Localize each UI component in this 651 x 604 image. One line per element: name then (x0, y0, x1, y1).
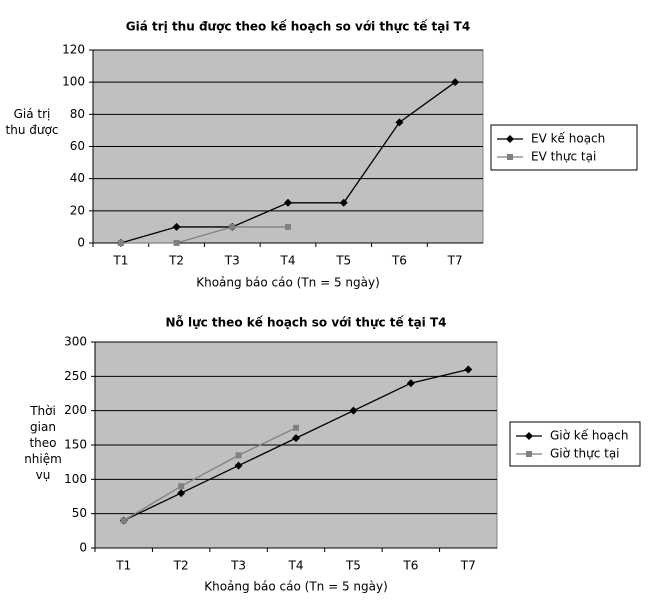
y-tick-label: 100 (64, 472, 87, 486)
x-tick-label: T4 (288, 559, 304, 573)
marker (177, 489, 186, 498)
y-tick-label: 150 (64, 438, 87, 452)
x-tick-label: T1 (112, 254, 128, 268)
series-line (123, 427, 297, 522)
x-tick-label: T6 (402, 559, 418, 573)
marker (349, 406, 358, 415)
y-tick-label: 120 (62, 43, 85, 57)
marker (120, 517, 127, 524)
legend-label: Giờ kế hoạch (550, 429, 628, 443)
x-tick-label: T5 (345, 559, 361, 573)
x-tick-label: T7 (447, 254, 463, 268)
y-tick-label: 200 (64, 403, 87, 417)
marker (117, 240, 124, 246)
x-axis-label: Khoảng báo cáo (Tn = 5 ngày) (204, 580, 388, 594)
chart-title: Giá trị thu được theo kế hoạch so với th… (126, 20, 470, 34)
marker (339, 198, 348, 207)
y-tick-label: 40 (70, 171, 85, 185)
marker (506, 135, 514, 143)
x-axis-label: Khoảng báo cáo (Tn = 5 ngày) (196, 276, 380, 290)
legend-box (509, 421, 641, 467)
x-tick-label: T6 (391, 254, 407, 268)
x-tick-label: T2 (168, 254, 184, 268)
marker (292, 434, 300, 443)
marker (451, 78, 460, 87)
y-tick-label: 0 (79, 541, 87, 555)
marker (526, 451, 532, 457)
y-tick-label: 50 (72, 506, 87, 520)
y-axis-label: Thời gian theo nhiệm vụ (24, 404, 62, 482)
x-tick-label: T2 (173, 559, 189, 573)
series-line (120, 226, 288, 244)
marker (525, 432, 533, 440)
marker (464, 365, 473, 374)
x-tick-label: T4 (280, 254, 296, 268)
legend-label: Giờ thực tại (550, 447, 620, 461)
x-tick-label: T5 (335, 254, 351, 268)
marker (229, 223, 236, 230)
y-tick-label: 80 (70, 107, 85, 121)
marker (234, 461, 243, 470)
y-tick-label: 100 (62, 75, 85, 89)
x-tick-label: T7 (460, 559, 476, 573)
legend-label: EV thực tại (531, 150, 596, 164)
y-tick-label: 300 (64, 335, 87, 349)
chart-title: Nỗ lực theo kế hoạch so với thực tế tại … (165, 316, 446, 330)
x-tick-label: T3 (224, 254, 240, 268)
marker (395, 118, 404, 127)
y-tick-label: 60 (70, 139, 85, 153)
legend-label: EV kế hoạch (531, 132, 605, 146)
x-tick-label: T3 (230, 559, 246, 573)
legend-box (490, 124, 638, 171)
marker (406, 379, 415, 388)
x-tick-label: T1 (115, 559, 131, 573)
marker (284, 198, 292, 207)
marker (293, 424, 299, 431)
marker (285, 223, 291, 230)
y-axis-label: Giá trị thu được (5, 107, 59, 137)
marker (178, 483, 185, 490)
marker (235, 452, 242, 459)
y-tick-label: 0 (77, 236, 85, 250)
marker (507, 154, 513, 160)
y-tick-label: 250 (64, 369, 87, 383)
y-tick-label: 20 (70, 203, 85, 217)
marker (173, 240, 180, 246)
marker (172, 222, 181, 231)
